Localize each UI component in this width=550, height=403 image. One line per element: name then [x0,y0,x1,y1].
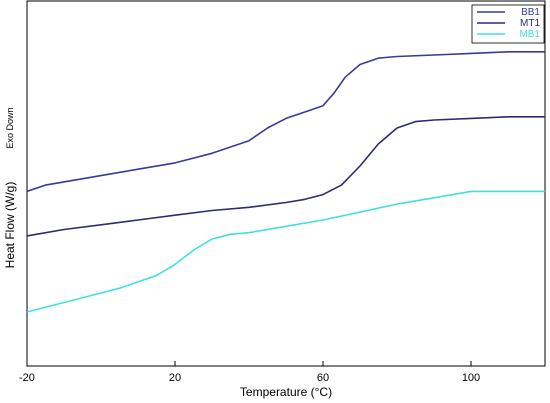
series-layer [26,50,545,313]
x-axis-label: Temperature (°C) [240,385,332,399]
legend-label-bb1: BB1 [521,7,540,18]
plot-frame [26,0,546,367]
x-tick-label: -20 [19,372,35,384]
x-ticks: -20 20 60 100 [19,361,480,384]
x-tick-label: 60 [317,372,329,384]
y-axis-annotation: Exo Down [5,107,15,148]
x-tick-label: 20 [169,372,181,384]
x-tick-label: 100 [462,372,480,384]
y-axis-label: Heat Flow (W/g) [3,182,17,269]
legend-label-mt1: MT1 [520,18,540,29]
series-line-mt1 [26,116,545,237]
series-line-mb1 [26,190,545,313]
legend-label-mb1: MB1 [519,29,540,40]
series-line-bb1 [26,50,545,193]
